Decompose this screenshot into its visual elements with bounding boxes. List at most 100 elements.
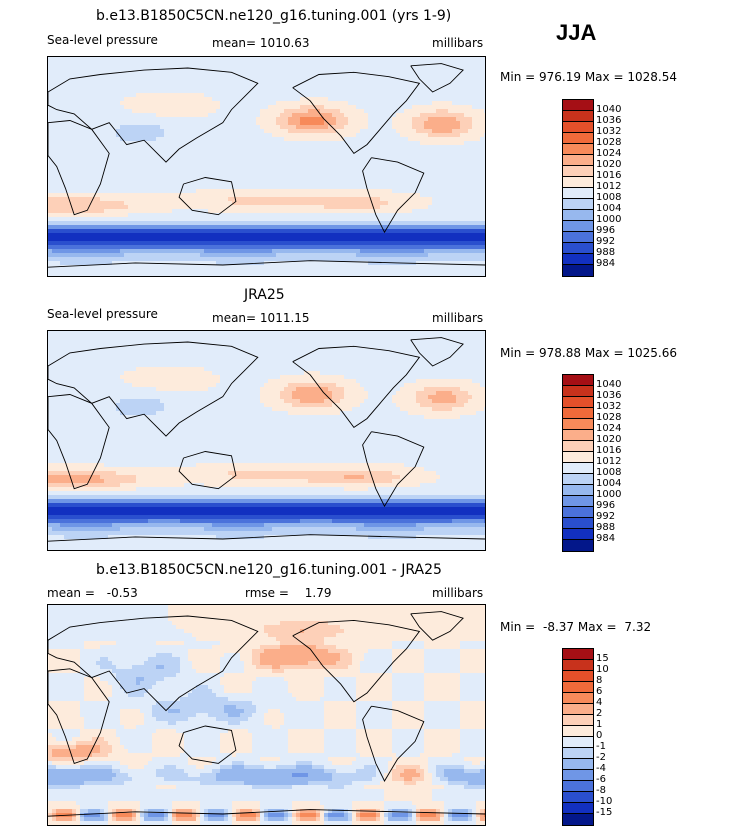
field-cell: [312, 77, 317, 82]
field-cell: [88, 141, 93, 146]
field-cell: [152, 237, 157, 242]
field-cell: [100, 237, 105, 242]
field-cell: [144, 109, 149, 114]
field-cell: [248, 161, 253, 166]
field-cell: [64, 109, 69, 114]
field-cell: [484, 169, 485, 174]
field-cell: [280, 69, 285, 74]
field-cell: [420, 209, 425, 214]
field-cell: [276, 189, 281, 194]
field-cell: [72, 197, 77, 202]
field-cell: [364, 173, 369, 178]
field-cell: [76, 77, 81, 82]
field-cell: [156, 113, 161, 118]
field-cell: [148, 177, 153, 182]
field-cell: [192, 197, 197, 202]
field-cell: [148, 189, 153, 194]
field-cell: [252, 225, 257, 230]
field-cell: [440, 233, 445, 238]
field-cell: [156, 165, 161, 170]
field-cell: [120, 85, 125, 90]
field-cell: [48, 233, 53, 238]
field-cell: [236, 193, 241, 198]
field-cell: [196, 197, 201, 202]
field-cell: [252, 213, 257, 218]
field-cell: [444, 189, 449, 194]
field-cell: [316, 77, 321, 82]
field-cell: [116, 117, 121, 122]
field-cell: [276, 145, 281, 150]
field-cell: [448, 201, 453, 206]
field-cell: [152, 201, 157, 206]
field-cell: [68, 149, 73, 154]
field-cell: [252, 129, 257, 134]
field-cell: [192, 101, 197, 106]
field-cell: [432, 65, 437, 70]
field-cell: [172, 101, 177, 106]
field-cell: [92, 221, 97, 226]
field-cell: [100, 129, 105, 134]
field-cell: [280, 133, 285, 138]
field-cell: [164, 125, 169, 130]
field-cell: [336, 153, 341, 158]
field-cell: [312, 145, 317, 150]
field-cell: [180, 101, 185, 106]
field-cell: [212, 193, 217, 198]
field-cell: [48, 209, 53, 214]
field-cell: [296, 221, 301, 226]
field-cell: [484, 221, 485, 226]
field-cell: [88, 165, 93, 170]
field-cell: [216, 73, 221, 78]
field-cell: [420, 89, 425, 94]
field-cell: [144, 133, 149, 138]
field-cell: [180, 153, 185, 158]
field-cell: [152, 101, 157, 106]
field-cell: [448, 173, 453, 178]
field-cell: [212, 85, 217, 90]
field-cell: [92, 201, 97, 206]
field-cell: [452, 129, 457, 134]
field-cell: [48, 145, 53, 150]
field-cell: [232, 73, 237, 78]
field-cell: [400, 201, 405, 206]
field-cell: [180, 197, 185, 202]
field-cell: [472, 97, 477, 102]
field-cell: [448, 109, 453, 114]
field-cell: [288, 149, 293, 154]
field-cell: [56, 77, 61, 82]
field-cell: [308, 205, 313, 210]
field-cell: [116, 217, 121, 222]
field-cell: [472, 109, 477, 114]
field-cell: [236, 85, 241, 90]
field-cell: [184, 105, 189, 110]
field-cell: [268, 173, 273, 178]
field-cell: [336, 105, 341, 110]
field-cell: [280, 97, 285, 102]
field-cell: [256, 121, 261, 126]
field-cell: [432, 173, 437, 178]
field-cell: [236, 65, 241, 70]
field-cell: [424, 77, 429, 82]
field-cell: [468, 113, 473, 118]
field-cell: [412, 73, 417, 78]
field-cell: [360, 177, 365, 182]
field-cell: [228, 217, 233, 222]
field-cell: [296, 77, 301, 82]
field-cell: [460, 157, 465, 162]
field-cell: [476, 181, 481, 186]
field-cell: [400, 121, 405, 126]
field-cell: [128, 213, 133, 218]
field-cell: [156, 69, 161, 74]
field-cell: [276, 157, 281, 162]
field-cell: [172, 205, 177, 210]
field-cell: [88, 161, 93, 166]
field-cell: [440, 213, 445, 218]
field-cell: [460, 121, 465, 126]
field-cell: [252, 137, 257, 142]
field-cell: [228, 157, 233, 162]
field-cell: [180, 57, 185, 62]
field-cell: [356, 225, 361, 230]
field-cell: [264, 65, 269, 70]
field-cell: [76, 113, 81, 118]
field-cell: [88, 213, 93, 218]
